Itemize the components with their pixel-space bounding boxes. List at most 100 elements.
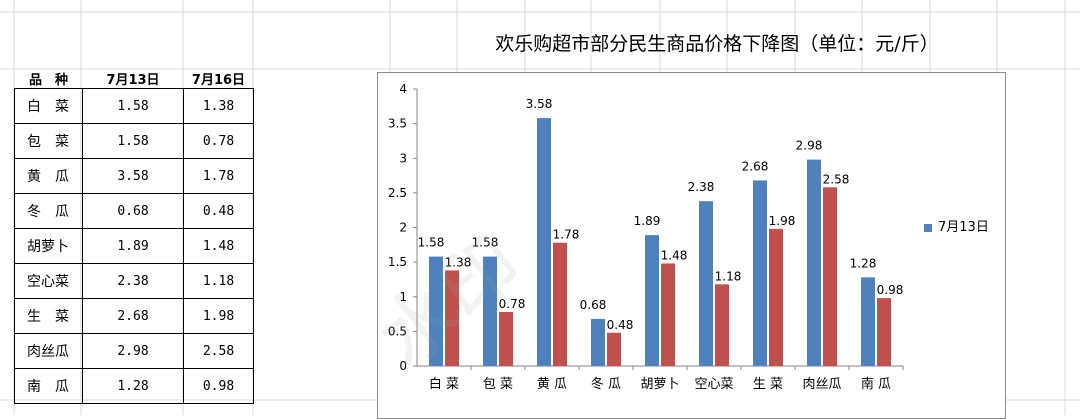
header-july13: 7月13日 (82, 69, 184, 89)
price-july13-cell[interactable]: 0.68 (82, 193, 184, 229)
table-header-row: 品 种 7月13日 7月16日 (14, 69, 254, 89)
price-july13-cell[interactable]: 2.68 (82, 298, 184, 334)
data-label-july16: 1.48 (661, 249, 688, 263)
price-july13-cell[interactable]: 1.28 (82, 368, 184, 404)
bar-july13[interactable] (861, 277, 875, 366)
x-category-label: 黄 瓜 (537, 377, 567, 392)
data-label-july13: 0.68 (580, 298, 607, 312)
x-category-label: 肉丝瓜 (802, 377, 841, 392)
data-label-july13: 1.58 (472, 236, 499, 250)
x-category-label: 冬 瓜 (591, 376, 621, 392)
header-july16: 7月16日 (183, 69, 254, 89)
y-tick-label: 3.5 (388, 117, 407, 131)
x-category-label: 空心菜 (694, 377, 733, 392)
price-july16-cell[interactable]: 2.58 (183, 333, 254, 369)
data-label-july16: 0.78 (499, 297, 526, 311)
variety-cell[interactable]: 冬 瓜 (14, 193, 83, 229)
price-july16-cell[interactable]: 1.78 (183, 158, 254, 194)
data-label-july16: 1.78 (553, 228, 580, 242)
bar-july16[interactable] (877, 298, 891, 366)
bar-july13[interactable] (429, 256, 443, 366)
price-july13-cell[interactable]: 1.89 (82, 228, 184, 264)
bar-july13[interactable] (591, 318, 605, 366)
table-row: 空心菜 2.38 1.18 (14, 263, 254, 299)
bar-july16[interactable] (769, 228, 783, 366)
data-label-july16: 1.98 (769, 214, 796, 228)
y-tick-label: 4 (399, 82, 407, 96)
x-category-label: 生 菜 (753, 377, 783, 392)
bar-chart: 0 0.5 1 1.5 2 2.5 3 3.5 4 1.581.38 白 菜 1.58 0.78 包 菜 3… (388, 82, 904, 392)
variety-cell[interactable]: 包 菜 (14, 123, 83, 159)
data-label-july13: 2.38 (688, 180, 715, 194)
price-july16-cell[interactable]: 0.98 (183, 368, 254, 404)
table-row: 胡萝卜 1.89 1.48 (14, 228, 254, 264)
x-category-label: 包 菜 (483, 377, 513, 392)
bar-july16[interactable] (607, 332, 621, 366)
y-tick-label: 1.5 (388, 255, 407, 269)
price-july13-cell[interactable]: 1.58 (82, 88, 184, 124)
y-tick-label: 0.5 (388, 324, 407, 338)
data-label-july13: 2.98 (796, 139, 823, 153)
bar-july16[interactable] (445, 270, 459, 366)
variety-cell[interactable]: 南 瓜 (14, 368, 83, 404)
variety-cell[interactable]: 生 菜 (14, 298, 83, 334)
price-july16-cell[interactable]: 1.98 (183, 298, 254, 334)
table-row: 白 菜 1.58 1.38 (14, 88, 254, 124)
chart-title: 欢乐购超市部分民生商品价格下降图（单位：元/斤） (495, 33, 939, 55)
bar-july16[interactable] (715, 284, 729, 366)
table-row: 包 菜 1.58 0.78 (14, 123, 254, 159)
variety-cell[interactable]: 白 菜 (14, 88, 83, 124)
price-july13-cell[interactable]: 2.38 (82, 263, 184, 299)
data-label-july13: 1.89 (634, 214, 661, 228)
bar-july13[interactable] (537, 118, 551, 367)
bar-july16[interactable] (553, 242, 567, 366)
data-label-july13: 1.28 (850, 256, 877, 270)
table-row: 肉丝瓜 2.98 2.58 (14, 333, 254, 369)
y-tick-label: 2.5 (388, 186, 407, 200)
table-row: 生 菜 2.68 1.98 (14, 298, 254, 334)
price-july16-cell[interactable]: 0.48 (183, 193, 254, 229)
table-row: 冬 瓜 0.68 0.48 (14, 193, 254, 229)
price-july13-cell[interactable]: 2.98 (82, 333, 184, 369)
variety-cell[interactable]: 黄 瓜 (14, 158, 83, 194)
legend-label: 7月13日 (938, 220, 989, 235)
data-label-july16: 1.38 (445, 255, 472, 269)
price-july16-cell[interactable]: 1.18 (183, 263, 254, 299)
bar-july16[interactable] (661, 263, 675, 366)
x-category-label: 白 菜 (429, 376, 459, 392)
variety-cell[interactable]: 肉丝瓜 (14, 333, 83, 369)
y-tick-label: 3 (399, 151, 407, 165)
data-label-july16: 2.58 (823, 172, 850, 186)
y-tick-label: 0 (399, 359, 407, 373)
data-label-july16: 1.18 (715, 269, 742, 283)
bar-july13[interactable] (753, 180, 767, 366)
chart-area[interactable]: 0 0.5 1 1.5 2 2.5 3 3.5 4 1.58 1.38 白 菜 1.58 0.78 包 菜 3… (377, 72, 1006, 419)
bar-july16[interactable] (823, 187, 837, 366)
x-category-label: 南 瓜 (861, 376, 891, 392)
data-label-july16: 0.98 (877, 283, 904, 297)
data-label-july16: 0.48 (607, 318, 634, 332)
bar-july13[interactable] (645, 235, 659, 366)
bar-july13[interactable] (699, 201, 713, 366)
bar-july13[interactable] (807, 159, 821, 366)
y-tick-label: 1 (399, 290, 407, 304)
variety-cell[interactable]: 胡萝卜 (14, 228, 83, 264)
legend-swatch-icon (924, 224, 932, 232)
x-category-label: 胡萝卜 (640, 377, 679, 392)
price-table: 品 种 7月13日 7月16日 白 菜 1.58 1.38 包 菜 1.58 0.78 黄 … (14, 69, 254, 404)
data-label-july13: 3.58 (526, 97, 553, 111)
price-july16-cell[interactable]: 0.78 (183, 123, 254, 159)
data-label-july13: 1.58 (418, 236, 445, 250)
price-july13-cell[interactable]: 1.58 (82, 123, 184, 159)
price-july13-cell[interactable]: 3.58 (82, 158, 184, 194)
price-july16-cell[interactable]: 1.38 (183, 88, 254, 124)
header-variety: 品 种 (14, 69, 83, 89)
bar-july13[interactable] (483, 256, 497, 366)
table-row: 南 瓜 1.28 0.98 (14, 368, 254, 404)
price-july16-cell[interactable]: 1.48 (183, 228, 254, 264)
table-row: 黄 瓜 3.58 1.78 (14, 158, 254, 194)
y-tick-label: 2 (399, 221, 407, 235)
data-label-july13: 2.68 (742, 159, 769, 173)
variety-cell[interactable]: 空心菜 (14, 263, 83, 299)
bar-july16[interactable] (499, 311, 513, 366)
